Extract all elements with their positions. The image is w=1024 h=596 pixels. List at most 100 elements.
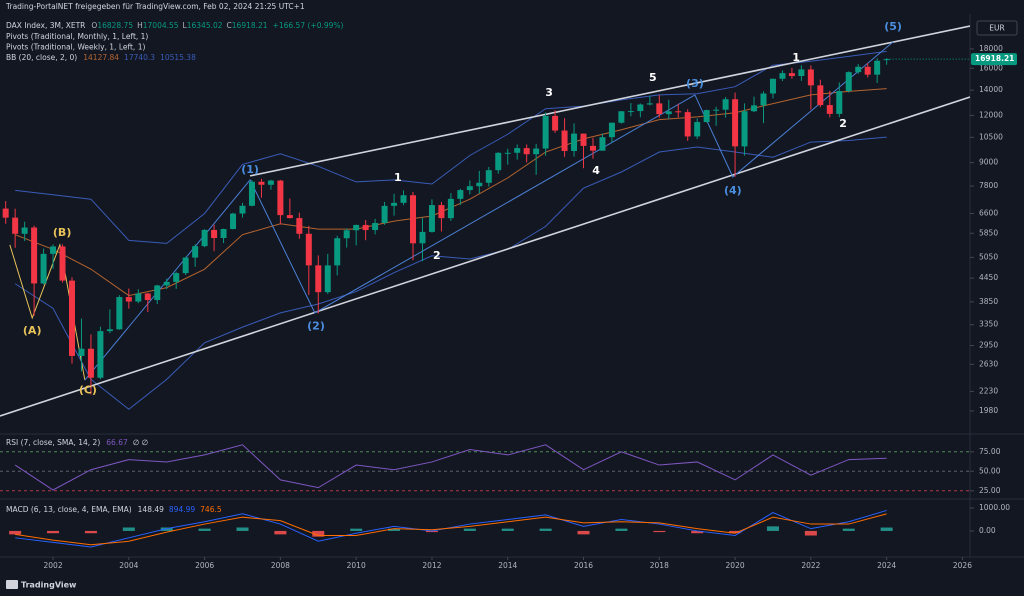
candle-body [334, 238, 341, 266]
candle-body [68, 280, 75, 356]
currency-button[interactable] [976, 20, 1018, 36]
candle-body [646, 103, 653, 105]
histogram-bar [274, 530, 287, 535]
y-tick-label: 2950 [979, 341, 998, 350]
indicator: BB (20, close, 2, 0) [6, 53, 77, 62]
candle-body [182, 257, 189, 274]
x-tick-label: 2016 [574, 561, 593, 570]
histogram-bar [236, 527, 249, 531]
indicator-value: 10515.38 [160, 53, 196, 62]
indicator: RSI (7, close, SMA, 14, 2) [6, 438, 100, 447]
rsi-line [14, 444, 887, 491]
y-tick-label: 50.00 [979, 466, 1001, 475]
candle-body [836, 91, 843, 114]
trend-line [84, 41, 894, 381]
candle-body [220, 228, 227, 239]
candle-body [286, 215, 293, 219]
histogram-bar [388, 528, 401, 531]
candle-body [807, 69, 814, 86]
wave-label: 1 [792, 51, 800, 64]
candle-body [372, 222, 379, 231]
histogram-bar [463, 528, 476, 531]
candle-body [125, 297, 132, 302]
candle-body [741, 111, 748, 147]
histogram-bar [425, 530, 438, 533]
candle-body [419, 231, 426, 244]
wave-label: (4) [724, 184, 742, 197]
candle-body [722, 99, 729, 110]
candle-body [59, 246, 66, 281]
candle-body [855, 66, 862, 73]
y-tick-label: 2630 [979, 359, 998, 368]
currency-label: EUR [989, 24, 1004, 33]
y-tick-label: 1000.00 [979, 503, 1010, 512]
y-tick-label: 4450 [979, 273, 998, 282]
y-tick-label: 5050 [979, 252, 998, 261]
candle-body [476, 182, 483, 187]
candle-body [381, 205, 388, 223]
x-tick-label: 2012 [422, 561, 441, 570]
indicator-value: ∅ ∅ [133, 438, 148, 447]
header: Trading-PortalNET freigegeben für Tradin… [5, 2, 305, 11]
candle-body [627, 111, 634, 113]
indicator-value: 14127.84 [83, 53, 119, 62]
x-tick-label: 2008 [271, 561, 290, 570]
ohlc-key: O [91, 21, 97, 30]
x-tick-label: 2004 [119, 561, 138, 570]
rsi-pane [0, 444, 970, 492]
wave-label: (2) [307, 320, 325, 333]
y-tick-label: 25.00 [979, 486, 1001, 495]
logo-icon [6, 580, 18, 589]
candle-body [230, 213, 237, 229]
histogram-bar [198, 528, 211, 531]
histogram-bar [653, 530, 666, 533]
candle-body [410, 195, 417, 244]
candle-body [2, 208, 9, 218]
indicator: Pivots (Traditional, Monthly, 1, Left, 1… [6, 32, 148, 41]
ohlc-value: 16918.21 [232, 21, 268, 30]
y-tick-label: 6600 [979, 208, 998, 217]
branding-logo: TradingView [6, 580, 77, 590]
candle-body [608, 122, 615, 138]
legend-line: DAX Index, 3M, XETR O16828.75 H17004.55 L16… [6, 21, 344, 30]
candle-body [466, 186, 473, 191]
ohlc-value: 17004.55 [143, 21, 179, 30]
y-tick-label: 9000 [979, 158, 998, 167]
histogram-bar [9, 530, 22, 535]
candle-body [779, 73, 786, 79]
ohlc-key: L [183, 21, 188, 30]
candle-body [504, 152, 511, 154]
wave-label: 2 [839, 117, 847, 130]
candle-body [514, 148, 521, 153]
ohlc-value: 16345.02 [187, 21, 223, 30]
histogram-bar [804, 530, 817, 536]
macd-line [15, 509, 887, 548]
macd-pane [9, 509, 893, 548]
candle-body [523, 148, 530, 155]
symbol: DAX Index, 3M, XETR [6, 21, 85, 30]
candle-body [589, 145, 596, 151]
candle-body [296, 218, 303, 234]
histogram-bar [615, 528, 628, 531]
candle-body [163, 281, 170, 286]
candle-body [12, 217, 19, 234]
candle-body [248, 181, 255, 206]
candle-body [258, 181, 265, 185]
candle-body [201, 229, 208, 247]
candle-body [694, 122, 701, 137]
y-tick-label: 0.00 [979, 526, 996, 535]
candle-body [845, 72, 852, 92]
candle-body [637, 104, 644, 112]
legend-line: BB (20, close, 2, 0) 14127.84 17740.3 10515… [6, 53, 196, 62]
wave-label: 4 [592, 164, 600, 177]
candle-body [50, 246, 57, 254]
indicator-value: 746.5 [200, 505, 222, 514]
wave-label: 5 [649, 71, 657, 84]
bollinger-lower [14, 136, 887, 410]
indicator-value: 17740.3 [124, 53, 155, 62]
candle-body [211, 229, 218, 239]
candle-body [438, 205, 445, 219]
candle-body [447, 198, 454, 219]
